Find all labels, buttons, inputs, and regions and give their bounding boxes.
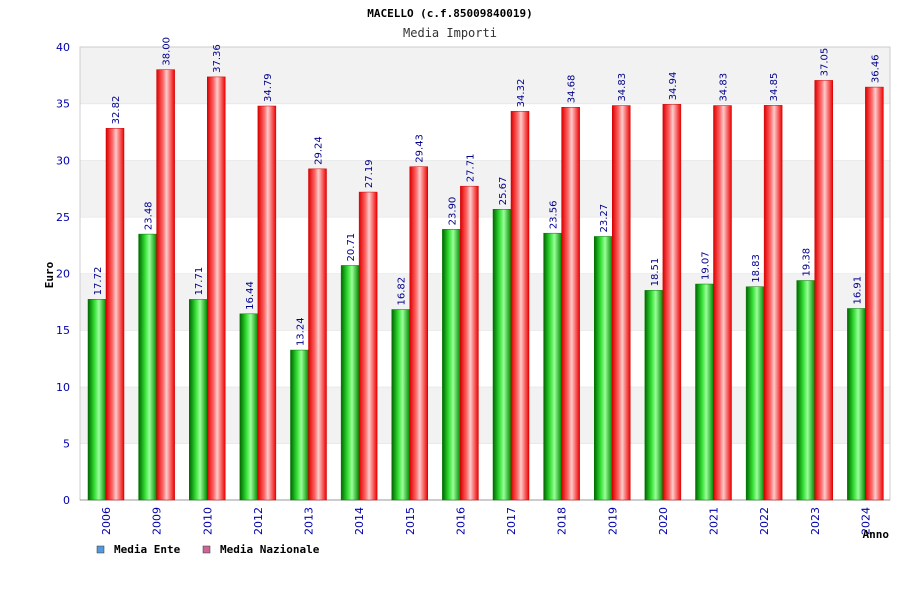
x-tick-label: 2020 xyxy=(657,507,670,535)
bar-media-ente xyxy=(138,233,157,501)
bar-media-nazionale xyxy=(257,105,277,501)
y-tick-label: 35 xyxy=(56,98,70,111)
y-tick-label: 25 xyxy=(56,211,70,224)
value-label: 34.32 xyxy=(516,79,527,108)
legend-label-nazionale: Media Nazionale xyxy=(220,543,320,556)
legend-swatch-ente xyxy=(96,545,105,554)
bar-media-nazionale xyxy=(561,106,580,501)
x-tick-label: 2009 xyxy=(151,507,164,535)
value-label: 37.36 xyxy=(212,44,223,73)
x-tick-label: 2006 xyxy=(100,507,113,535)
y-axis-label: Euro xyxy=(43,261,56,288)
chart-subtitle: Media Importi xyxy=(403,26,497,40)
value-label: 34.94 xyxy=(668,72,679,101)
x-tick-label: 2023 xyxy=(809,507,822,535)
y-tick-label: 15 xyxy=(56,324,70,337)
value-label: 23.48 xyxy=(144,201,155,230)
bar-media-nazionale xyxy=(612,105,631,501)
bar-media-ente xyxy=(290,349,309,501)
bar-media-ente xyxy=(442,229,461,501)
value-label: 18.83 xyxy=(751,254,762,283)
legend: Media Ente Media Nazionale xyxy=(96,543,320,556)
y-tick-label: 40 xyxy=(56,41,70,54)
y-tick-label: 30 xyxy=(56,154,70,167)
x-tick-label: 2015 xyxy=(404,507,417,535)
value-label: 34.68 xyxy=(567,75,578,104)
bar-media-nazionale xyxy=(156,69,175,501)
bar-media-nazionale xyxy=(358,191,378,501)
bar-media-ente xyxy=(644,290,664,501)
bar-media-ente xyxy=(239,313,259,501)
value-label: 19.07 xyxy=(701,251,712,280)
value-label: 18.51 xyxy=(650,258,661,287)
y-tick-label: 10 xyxy=(56,381,70,394)
value-label: 16.44 xyxy=(245,281,256,310)
x-tick-label: 2013 xyxy=(303,507,316,535)
x-tick-label: 2024 xyxy=(859,507,872,535)
value-label: 23.27 xyxy=(599,204,610,233)
bar-media-ente xyxy=(847,308,866,501)
value-label: 37.05 xyxy=(820,48,831,77)
value-label: 29.43 xyxy=(415,134,426,163)
value-label: 38.00 xyxy=(162,37,173,66)
x-tick-label: 2012 xyxy=(252,507,265,535)
x-tick-label: 2018 xyxy=(556,507,569,535)
value-label: 32.82 xyxy=(111,96,122,125)
x-tick-label: 2021 xyxy=(708,507,721,535)
x-tick-label: 2019 xyxy=(606,507,619,535)
value-label: 17.71 xyxy=(194,267,205,296)
value-label: 34.85 xyxy=(769,73,780,102)
value-label: 13.24 xyxy=(296,317,307,346)
value-label: 19.38 xyxy=(802,248,813,277)
value-label: 23.90 xyxy=(447,197,458,226)
x-axis-label: Anno xyxy=(863,528,890,541)
bar-media-ente xyxy=(87,299,107,501)
bar-media-ente xyxy=(391,309,410,501)
bar-media-ente xyxy=(745,286,765,501)
bar-media-nazionale xyxy=(207,76,226,501)
bar-media-ente xyxy=(543,232,562,501)
bar-media-nazionale xyxy=(865,86,884,501)
legend-swatch-nazionale xyxy=(202,545,211,554)
bar-media-nazionale xyxy=(460,185,479,501)
value-label: 34.83 xyxy=(617,73,628,102)
bar-media-ente xyxy=(695,283,714,501)
bar-media-ente xyxy=(492,209,512,501)
value-label: 25.67 xyxy=(498,177,509,206)
x-tick-label: 2022 xyxy=(758,507,771,535)
bar-media-nazionale xyxy=(662,104,682,501)
bar-media-ente xyxy=(340,265,360,501)
value-label: 34.79 xyxy=(263,73,274,102)
legend-label-ente: Media Ente xyxy=(114,543,181,556)
bar-media-ente xyxy=(594,236,613,501)
x-tick-label: 2016 xyxy=(454,507,467,535)
bar-media-nazionale xyxy=(105,128,125,501)
y-tick-label: 20 xyxy=(56,268,70,281)
value-label: 34.83 xyxy=(719,73,730,102)
value-label: 16.91 xyxy=(852,276,863,305)
value-label: 17.72 xyxy=(93,267,104,296)
value-label: 29.24 xyxy=(314,136,325,165)
value-label: 27.19 xyxy=(364,159,375,188)
x-tick-label: 2014 xyxy=(353,507,366,535)
bar-media-nazionale xyxy=(763,105,783,501)
bar-media-nazionale xyxy=(814,80,833,501)
value-label: 20.71 xyxy=(346,233,357,262)
value-label: 23.56 xyxy=(549,201,560,230)
bar-media-ente xyxy=(796,280,815,501)
bar-media-nazionale xyxy=(713,105,732,501)
value-label: 36.46 xyxy=(870,54,881,83)
value-label: 27.71 xyxy=(465,154,476,183)
value-label: 16.82 xyxy=(397,277,408,306)
bar-media-ente xyxy=(189,299,208,501)
bar-media-nazionale xyxy=(510,111,530,501)
bar-media-nazionale xyxy=(308,168,327,501)
bar-media-nazionale xyxy=(409,166,428,501)
x-tick-label: 2010 xyxy=(201,507,214,535)
x-tick-label: 2017 xyxy=(505,507,518,535)
y-tick-label: 5 xyxy=(63,437,70,450)
y-tick-label: 0 xyxy=(63,494,70,507)
chart-title: MACELLO (c.f.85009840019) xyxy=(367,7,533,20)
